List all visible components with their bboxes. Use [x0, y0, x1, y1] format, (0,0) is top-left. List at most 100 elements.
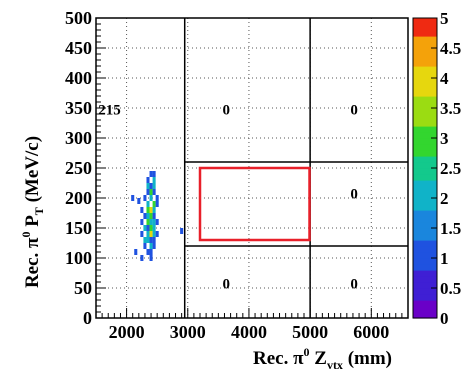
palette-band [413, 126, 437, 133]
heatmap-cell [146, 219, 149, 225]
region-count-label: 0 [223, 102, 231, 118]
heatmap-cell [137, 198, 140, 204]
z-tick-label: 0 [440, 309, 449, 328]
palette-band [413, 216, 437, 223]
z-tick-label: 4 [440, 69, 449, 88]
x-tick-label: 3000 [170, 322, 206, 342]
z-tick-label: 3 [440, 129, 449, 148]
palette-band [413, 78, 437, 85]
palette-band [413, 246, 437, 253]
palette-band [413, 228, 437, 235]
palette-band [413, 276, 437, 283]
heatmap-cell [150, 195, 153, 201]
heatmap-cell [153, 183, 156, 189]
palette-band [413, 30, 437, 37]
palette-band [413, 234, 437, 241]
palette-band [413, 138, 437, 145]
palette-band [413, 300, 437, 307]
y-tick-label: 250 [65, 158, 92, 178]
palette-band [413, 294, 437, 301]
y-tick-label: 450 [65, 38, 92, 58]
heatmap-cell [146, 189, 149, 195]
heatmap-cell [153, 243, 156, 249]
heatmap-cell [143, 243, 146, 249]
palette-band [413, 120, 437, 127]
palette-band [413, 114, 437, 121]
x-tick-label: 2000 [109, 322, 145, 342]
z-tick-label: 1 [440, 249, 449, 268]
y-tick-label: 100 [65, 248, 92, 268]
palette-band [413, 54, 437, 61]
heatmap-cell [146, 183, 149, 189]
y-tick-label: 300 [65, 128, 92, 148]
heatmap-cell [146, 177, 149, 183]
x-axis-title: Rec. π0 Zvtx (mm) [253, 345, 392, 372]
palette-band [413, 264, 437, 271]
palette-band [413, 258, 437, 265]
heatmap-cell [150, 225, 153, 231]
heatmap-cell [150, 189, 153, 195]
heatmap-cell [153, 231, 156, 237]
heatmap-cell [153, 201, 156, 207]
y-tick-label: 150 [65, 218, 92, 238]
heatmap-cell [143, 195, 146, 201]
palette-band [413, 108, 437, 115]
heatmap-cell [146, 201, 149, 207]
palette-band [413, 90, 437, 97]
x-tick-label: 4000 [231, 322, 267, 342]
heatmap-cell [153, 189, 156, 195]
heatmap-cell [140, 231, 143, 237]
z-tick-label: 5 [440, 9, 449, 28]
palette-band [413, 24, 437, 31]
palette-band [413, 240, 437, 247]
palette-band [413, 306, 437, 313]
palette-band [413, 168, 437, 175]
y-tick-label: 0 [83, 308, 92, 328]
heatmap-cell [140, 219, 143, 225]
heatmap-cell [146, 225, 149, 231]
x-tick-label: 5000 [292, 322, 328, 342]
z-tick-label: 3.5 [440, 99, 461, 118]
heatmap-cell [153, 207, 156, 213]
heatmap-cell [150, 231, 153, 237]
z-tick-label: 1.5 [440, 219, 461, 238]
y-tick-label: 50 [74, 278, 92, 298]
heatmap-cell [131, 195, 134, 201]
heatmap-cell [140, 255, 143, 261]
palette-band [413, 36, 437, 43]
y-tick-label: 500 [65, 8, 92, 28]
heatmap-cell [143, 237, 146, 243]
heatmap-cell [150, 237, 153, 243]
heatmap-cell [150, 183, 153, 189]
palette-band [413, 48, 437, 55]
heatmap-cell [150, 243, 153, 249]
heatmap-cell [146, 207, 149, 213]
palette-band [413, 96, 437, 103]
heatmap-cell [180, 228, 183, 234]
heatmap-cell [150, 207, 153, 213]
palette-band [413, 150, 437, 157]
x-tick-label: 6000 [353, 322, 389, 342]
palette-band [413, 270, 437, 277]
palette-band [413, 156, 437, 163]
heatmap-cell [156, 219, 159, 225]
heatmap-cell [153, 237, 156, 243]
heatmap-cell [134, 249, 137, 255]
palette-band [413, 66, 437, 73]
region-count-label: 0 [350, 276, 358, 292]
heatmap-cell [153, 171, 156, 177]
heatmap-cell [150, 219, 153, 225]
z-tick-label: 2 [440, 189, 449, 208]
y-tick-label: 350 [65, 98, 92, 118]
y-tick-label: 400 [65, 68, 92, 88]
heatmap-cell [153, 219, 156, 225]
palette-band [413, 18, 437, 25]
y-tick-label: 200 [65, 188, 92, 208]
palette-band [413, 186, 437, 193]
heatmap-cell [150, 171, 153, 177]
heatmap-cell [153, 225, 156, 231]
heatmap-cell [146, 231, 149, 237]
palette-band [413, 288, 437, 295]
heatmap-cell [146, 237, 149, 243]
heatmap-cell [156, 231, 159, 237]
